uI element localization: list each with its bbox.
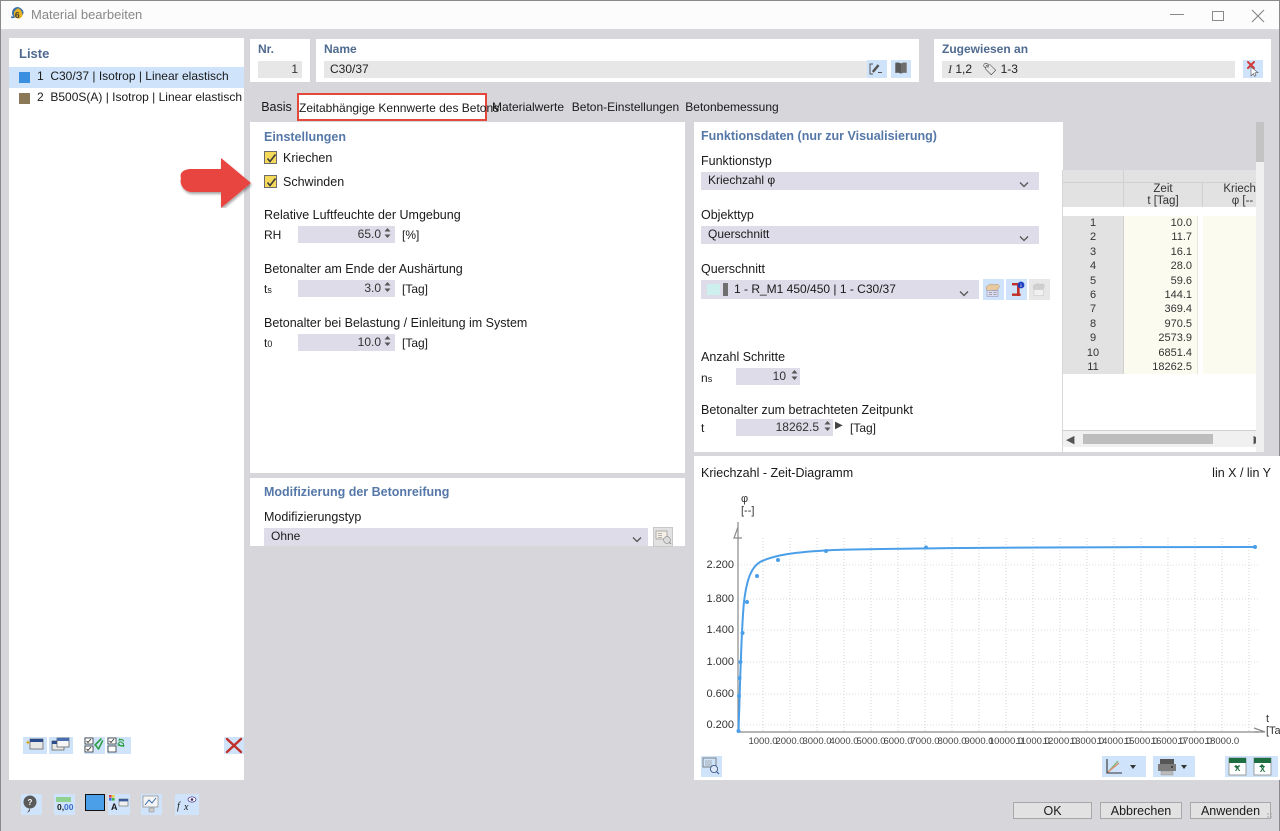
- svg-text:00: 00: [64, 802, 74, 812]
- svg-text:[Tag]: [Tag]: [1266, 725, 1280, 737]
- svg-text:1.800: 1.800: [706, 593, 734, 605]
- svg-text:X: X: [1235, 764, 1241, 773]
- svg-text:3000.0: 3000.0: [802, 736, 831, 747]
- svg-text:2.200: 2.200: [706, 559, 734, 571]
- svg-text:0.200: 0.200: [706, 719, 734, 731]
- svg-text:2000.0: 2000.0: [775, 736, 804, 747]
- svg-text:φ: φ: [741, 493, 748, 505]
- svg-text:6: 6: [15, 10, 20, 20]
- svg-text:?: ?: [28, 798, 33, 807]
- svg-text:1000.0: 1000.0: [748, 736, 777, 747]
- svg-text:5000.0: 5000.0: [856, 736, 885, 747]
- svg-text:7000.0: 7000.0: [910, 736, 939, 747]
- svg-text:8000.0: 8000.0: [937, 736, 966, 747]
- svg-text:x: x: [183, 802, 189, 813]
- svg-text:0.600: 0.600: [706, 688, 734, 700]
- svg-text:18000.0: 18000.0: [1205, 736, 1239, 747]
- svg-text:6000.0: 6000.0: [883, 736, 912, 747]
- svg-text:t: t: [1266, 713, 1269, 725]
- svg-text:1.400: 1.400: [706, 624, 734, 636]
- svg-text:[--]: [--]: [741, 505, 754, 517]
- svg-text:4000.0: 4000.0: [829, 736, 858, 747]
- svg-text:f: f: [177, 801, 181, 812]
- svg-text:i: i: [1020, 283, 1021, 288]
- svg-text:1.000: 1.000: [706, 656, 734, 668]
- svg-text:A: A: [111, 802, 118, 812]
